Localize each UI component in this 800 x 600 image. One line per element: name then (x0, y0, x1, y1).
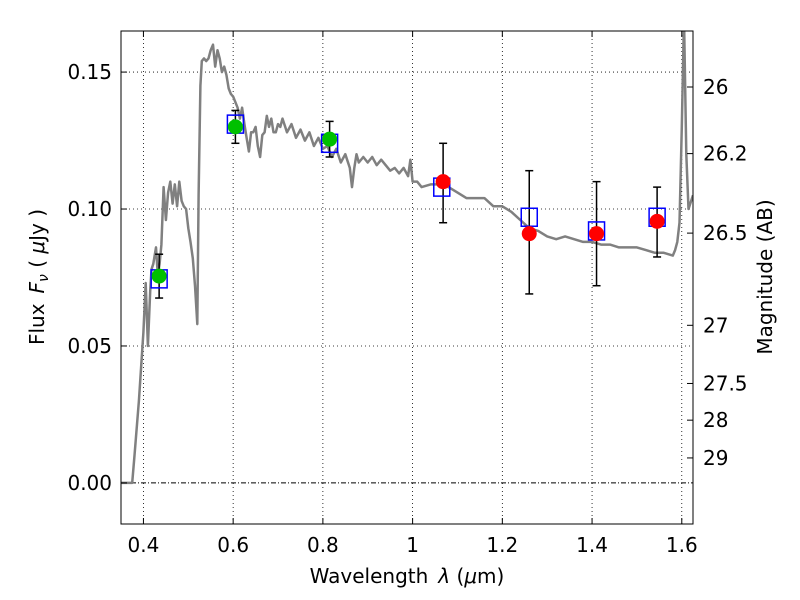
x-tick-label: 0.4 (128, 533, 160, 557)
x-tick-label: 1.2 (486, 533, 518, 557)
mag-tick-label: 26.2 (703, 142, 748, 166)
grid (121, 31, 693, 524)
mag-tick-label: 27.5 (703, 371, 748, 395)
green-data-point (227, 119, 243, 135)
tick-labels: 0.4 0.6 0.8 1 1.2 1.4 1.6 0.00 0.05 0.10 0.15 26 26.… (67, 60, 747, 557)
x-axis-label: Wavelength λ (μm) (310, 564, 505, 588)
y2-axis-label: Magnitude (AB) (753, 199, 777, 354)
y-tick-label: 0.15 (67, 60, 112, 84)
green-data-point (322, 131, 338, 147)
mag-tick-label: 26 (703, 75, 728, 99)
red-data-point (649, 213, 665, 229)
y-tick-label: 0.05 (67, 334, 112, 358)
y-tick-label: 0.10 (67, 197, 112, 221)
red-data-point (521, 226, 537, 242)
red-data-point (435, 174, 451, 190)
x-tick-label: 1.4 (576, 533, 608, 557)
y-axis-label: FluxFν ( μJy ) (25, 209, 52, 345)
mag-tick-label: 29 (703, 446, 728, 470)
data-points (150, 109, 666, 299)
x-tick-label: 1.6 (666, 533, 698, 557)
plot-frame (120, 30, 694, 525)
x-tick-label: 1 (406, 533, 419, 557)
model-spectrum-line (121, 31, 693, 485)
mag-tick-label: 27 (703, 313, 728, 337)
x-tick-label: 0.6 (217, 533, 249, 557)
y-tick-label: 0.00 (67, 471, 112, 495)
mag-tick-label: 28 (703, 408, 728, 432)
mag-tick-label: 26.5 (703, 221, 748, 245)
red-data-point (589, 226, 605, 242)
x-tick-label: 0.8 (307, 533, 339, 557)
axis-ticks (121, 31, 693, 524)
green-data-point (151, 268, 167, 284)
